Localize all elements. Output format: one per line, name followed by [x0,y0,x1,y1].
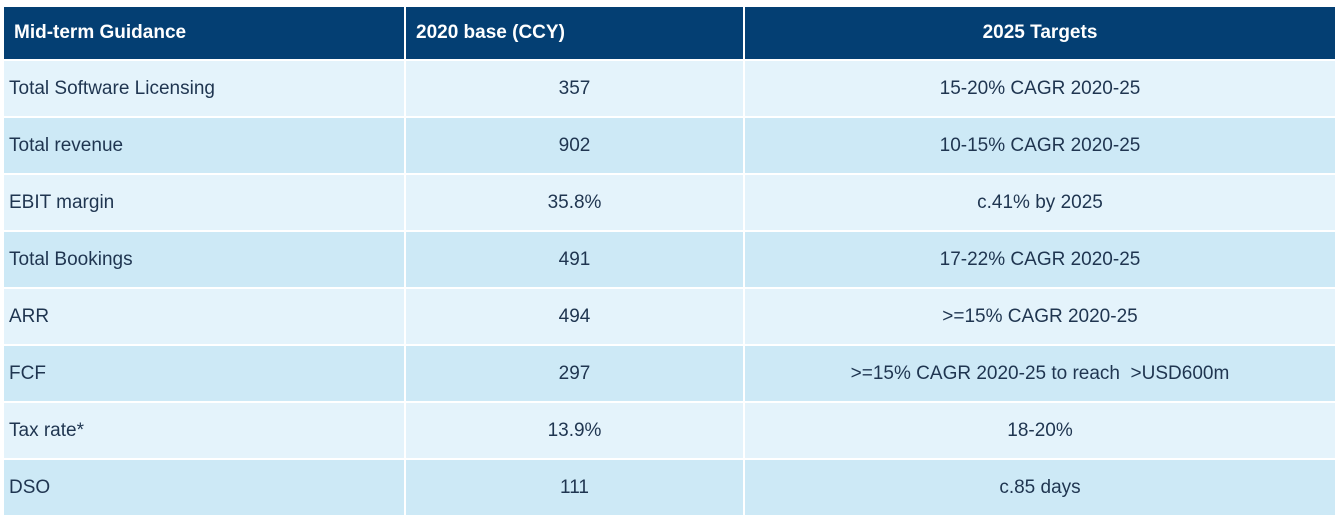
row-label: Tax rate* [4,403,404,458]
row-label: EBIT margin [4,175,404,230]
table-row: Tax rate* 13.9% 18-20% [4,403,1335,458]
table-row: Total Bookings 491 17-22% CAGR 2020-25 [4,232,1335,287]
table-row: ARR 494 >=15% CAGR 2020-25 [4,289,1335,344]
table-row: Total revenue 902 10-15% CAGR 2020-25 [4,118,1335,173]
row-base-value: 297 [406,346,743,401]
header-guidance: Mid-term Guidance [4,7,404,59]
row-base-value: 13.9% [406,403,743,458]
guidance-table: Mid-term Guidance 2020 base (CCY) 2025 T… [2,5,1337,517]
row-target-value: 10-15% CAGR 2020-25 [745,118,1335,173]
row-label: Total Bookings [4,232,404,287]
row-target-value: c.41% by 2025 [745,175,1335,230]
table-header-row: Mid-term Guidance 2020 base (CCY) 2025 T… [4,7,1335,59]
row-target-value: c.85 days [745,460,1335,515]
row-base-value: 494 [406,289,743,344]
row-label: Total Software Licensing [4,61,404,116]
row-target-value: 18-20% [745,403,1335,458]
row-label: FCF [4,346,404,401]
table-row: Total Software Licensing 357 15-20% CAGR… [4,61,1335,116]
table-row: DSO 111 c.85 days [4,460,1335,515]
table-row: FCF 297 >=15% CAGR 2020-25 to reach >USD… [4,346,1335,401]
header-base: 2020 base (CCY) [406,7,743,59]
row-target-value: 17-22% CAGR 2020-25 [745,232,1335,287]
row-target-value: >=15% CAGR 2020-25 [745,289,1335,344]
row-label: ARR [4,289,404,344]
row-base-value: 491 [406,232,743,287]
row-target-value: 15-20% CAGR 2020-25 [745,61,1335,116]
row-base-value: 35.8% [406,175,743,230]
row-base-value: 902 [406,118,743,173]
row-label: Total revenue [4,118,404,173]
row-label: DSO [4,460,404,515]
header-targets: 2025 Targets [745,7,1335,59]
row-base-value: 357 [406,61,743,116]
row-base-value: 111 [406,460,743,515]
row-target-value: >=15% CAGR 2020-25 to reach >USD600m [745,346,1335,401]
table-row: EBIT margin 35.8% c.41% by 2025 [4,175,1335,230]
